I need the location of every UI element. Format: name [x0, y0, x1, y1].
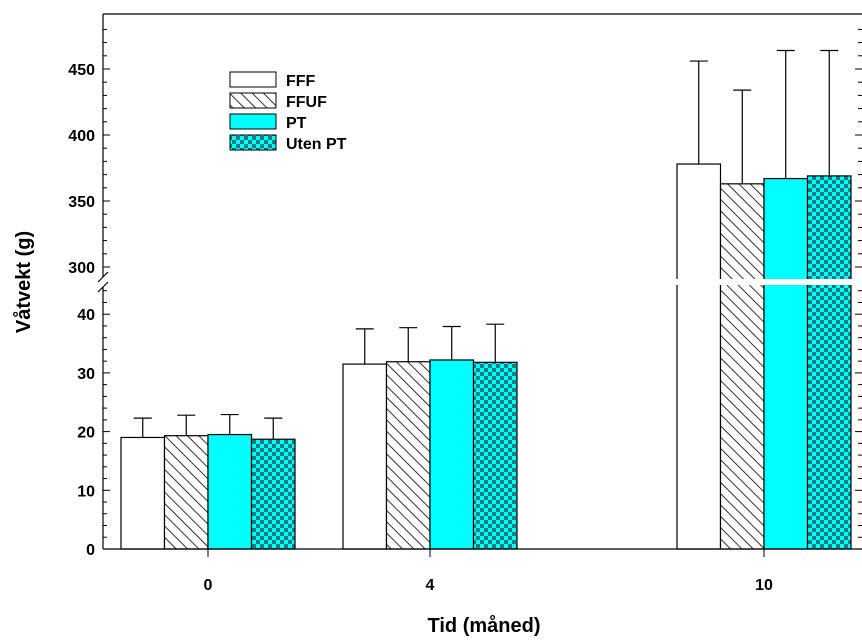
axis-break-band: [672, 279, 862, 285]
y-tick-label: 0: [86, 542, 95, 559]
bar: [342, 363, 388, 550]
y-tick-label: 30: [77, 366, 95, 383]
bar: [763, 177, 809, 550]
bar: [207, 433, 253, 550]
legend-swatch: [229, 113, 277, 130]
x-tick-label: 4: [426, 577, 435, 594]
y-tick-label: 20: [77, 425, 95, 442]
y-tick-label: 300: [68, 260, 95, 277]
legend: FFF FFUF PT Uten PT: [229, 71, 347, 153]
plot-area: [120, 49, 862, 550]
legend-label: FFF: [286, 73, 316, 90]
bar: [385, 361, 431, 550]
legend-swatch: [229, 134, 277, 151]
y-tick-label: 350: [68, 194, 95, 211]
bar: [806, 175, 852, 550]
axis-break-mark: [97, 271, 109, 283]
bar: [163, 435, 209, 550]
legend-swatch: [229, 71, 277, 88]
y-tick-label: 10: [77, 483, 95, 500]
bar: [472, 361, 518, 550]
y-tick-label: 400: [68, 128, 95, 145]
x-axis-title: Tid (måned): [428, 614, 541, 637]
legend-label: PT: [286, 115, 307, 132]
bar: [429, 359, 475, 550]
bar: [676, 163, 722, 550]
x-tick-label: 0: [204, 577, 213, 594]
bar: [250, 438, 296, 550]
y-tick-label: 450: [68, 62, 95, 79]
y-tick-label: 40: [77, 307, 95, 324]
axes: 0 10 20 30 40 300 350 400 450 0 4 10: [68, 13, 862, 594]
legend-label: FFUF: [286, 94, 327, 111]
legend-swatch: [229, 92, 277, 109]
x-tick-label: 10: [755, 577, 773, 594]
legend-label: Uten PT: [286, 136, 347, 153]
bar: [719, 183, 765, 550]
bar: [120, 436, 166, 550]
axis-break-mark: [97, 281, 109, 293]
y-axis-title: Våtvekt (g): [12, 231, 35, 333]
